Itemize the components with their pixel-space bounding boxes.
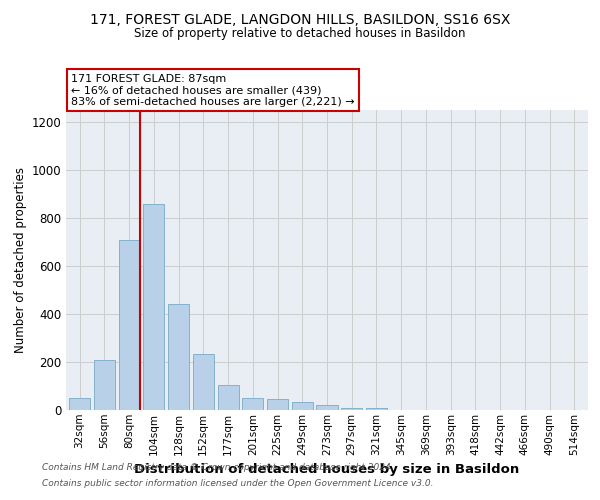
Bar: [267, 399, 288, 410]
Bar: [341, 408, 362, 410]
Text: 171, FOREST GLADE, LANGDON HILLS, BASILDON, SS16 6SX: 171, FOREST GLADE, LANGDON HILLS, BASILD…: [90, 12, 510, 26]
Bar: [366, 408, 387, 410]
Bar: [193, 354, 214, 410]
Text: Contains public sector information licensed under the Open Government Licence v3: Contains public sector information licen…: [42, 478, 433, 488]
Y-axis label: Number of detached properties: Number of detached properties: [14, 167, 27, 353]
Text: Contains HM Land Registry data © Crown copyright and database right 2024.: Contains HM Land Registry data © Crown c…: [42, 464, 394, 472]
Bar: [218, 385, 239, 410]
Bar: [242, 398, 263, 410]
Bar: [316, 405, 338, 410]
X-axis label: Distribution of detached houses by size in Basildon: Distribution of detached houses by size …: [134, 463, 520, 476]
Text: Size of property relative to detached houses in Basildon: Size of property relative to detached ho…: [134, 28, 466, 40]
Text: 171 FOREST GLADE: 87sqm
← 16% of detached houses are smaller (439)
83% of semi-d: 171 FOREST GLADE: 87sqm ← 16% of detache…: [71, 74, 355, 107]
Bar: [168, 304, 189, 410]
Bar: [119, 240, 140, 410]
Bar: [69, 398, 90, 410]
Bar: [143, 204, 164, 410]
Bar: [94, 360, 115, 410]
Bar: [292, 402, 313, 410]
